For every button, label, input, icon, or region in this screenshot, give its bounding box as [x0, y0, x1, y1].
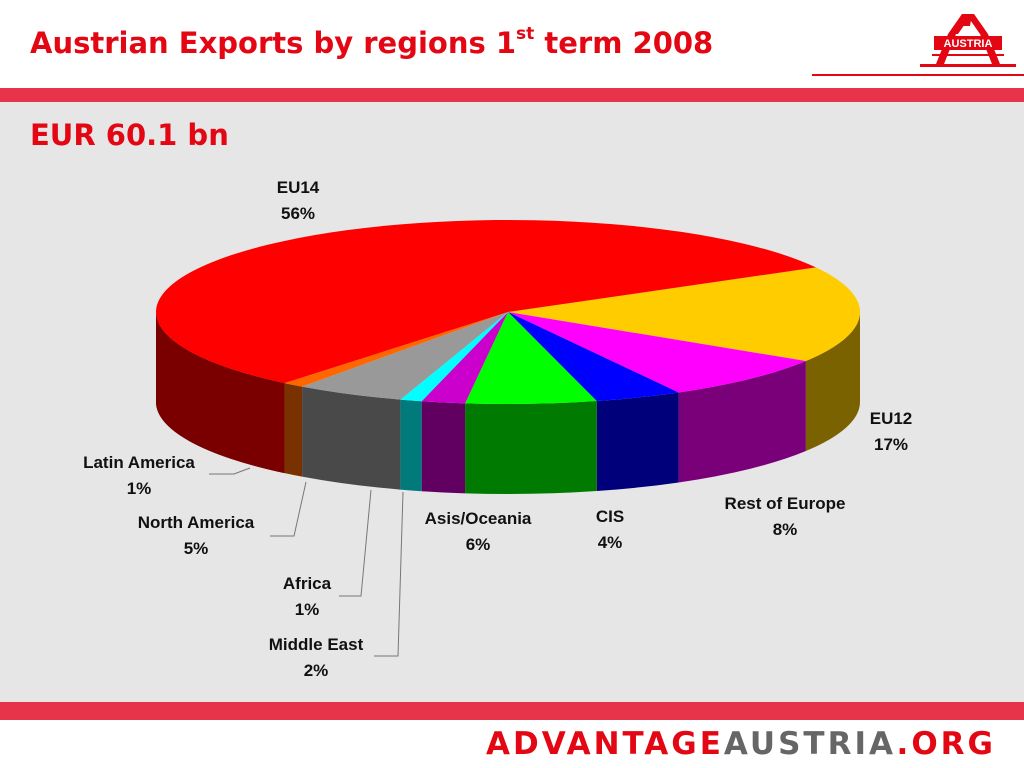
side-africa	[400, 399, 422, 492]
slice-eu12	[508, 267, 861, 362]
footer-url-part2: AUSTRIA	[723, 726, 897, 762]
label-eu14: EU14	[277, 178, 320, 197]
value-rest-of-europe: 8%	[773, 520, 798, 539]
label-africa: Africa	[283, 574, 332, 593]
value-middle-east: 2%	[304, 661, 329, 680]
leader-middle-east	[374, 491, 404, 657]
slice-africa	[400, 312, 508, 402]
slice-eu14	[156, 220, 816, 384]
slice-north-america	[302, 312, 508, 400]
title-main: Austrian Exports by regions 1	[30, 26, 517, 60]
label-cis: CIS	[596, 507, 624, 526]
top-band	[0, 88, 1024, 102]
label-north-america: North America	[138, 513, 255, 532]
value-eu14: 56%	[281, 204, 315, 223]
header	[0, 0, 1024, 88]
side-cis	[596, 392, 679, 492]
side-eu12	[805, 312, 861, 452]
label-eu12: EU12	[870, 409, 913, 428]
value-cis: 4%	[598, 533, 623, 552]
footer-url-part1: ADVANTAGE	[485, 726, 724, 762]
leader-north-america	[270, 481, 307, 537]
side-rest-of-europe	[678, 361, 806, 483]
value-asis-oceania: 6%	[466, 535, 491, 554]
label-latin-america: Latin America	[83, 453, 195, 472]
value-north-america: 5%	[184, 539, 209, 558]
title-suffix: term 2008	[534, 26, 714, 60]
leader-latin-america	[209, 467, 251, 475]
slice-rest-of-europe	[508, 312, 806, 393]
pie-sides	[156, 312, 861, 494]
slice-cis	[508, 312, 679, 402]
slice-asis-oceania	[465, 312, 597, 405]
subtitle: EUR 60.1 bn	[30, 118, 229, 152]
side-asis-oceania	[465, 401, 597, 494]
slice-labels: EU14 56% EU12 17% Rest of Europe 8% CIS 4% Asis/…	[83, 178, 912, 680]
leader-africa	[339, 489, 372, 597]
pie-tops	[156, 220, 861, 405]
value-latin-america: 1%	[127, 479, 152, 498]
label-asis-oceania: Asis/Oceania	[425, 509, 532, 528]
page-title: Austrian Exports by regions 1st term 200…	[30, 24, 714, 60]
footer-url[interactable]: ADVANTAGEAUSTRIA.ORG	[486, 726, 996, 762]
slice-middle-east	[421, 312, 508, 404]
label-rest-of-europe: Rest of Europe	[725, 494, 846, 513]
footer-url-part3: .ORG	[896, 726, 996, 762]
side-middle-east	[421, 401, 466, 494]
bottom-band	[0, 702, 1024, 720]
value-eu12: 17%	[874, 435, 908, 454]
side-north-america	[302, 386, 401, 490]
header-rule	[812, 74, 1024, 76]
logo-text: AUSTRIA	[944, 38, 993, 50]
footer	[0, 720, 1024, 768]
title-superscript: st	[516, 24, 535, 45]
side-eu14-left	[156, 312, 285, 474]
leader-lines	[209, 467, 404, 657]
label-middle-east: Middle East	[269, 635, 364, 654]
side-latin-america	[284, 383, 303, 477]
austria-logo: AUSTRIA	[920, 14, 1016, 67]
value-africa: 1%	[295, 600, 320, 619]
slice-latin-america	[284, 312, 508, 387]
